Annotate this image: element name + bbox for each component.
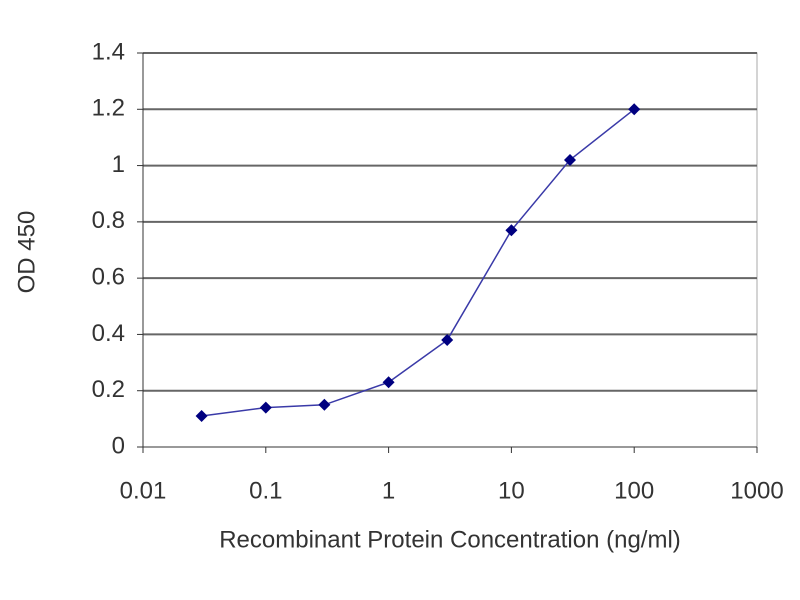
series-line	[201, 108, 635, 417]
data-point	[318, 398, 331, 411]
data-point	[563, 153, 576, 166]
x-tick-label: 100	[614, 477, 654, 504]
data-point	[628, 103, 641, 116]
data-point	[382, 376, 395, 389]
data-point	[441, 334, 454, 347]
x-tick-label: 1000	[730, 477, 783, 504]
data-point	[195, 410, 208, 423]
data-point	[505, 224, 518, 237]
y-tick-label: 0.6	[92, 263, 125, 290]
y-tick-label: 1.2	[92, 95, 125, 122]
x-tick-label: 0.1	[249, 477, 282, 504]
y-tick-label: 0.8	[92, 207, 125, 234]
y-tick-label: 0	[112, 432, 125, 459]
y-tick-label: 1	[112, 151, 125, 178]
x-tick-label: 1	[382, 477, 395, 504]
x-tick-label: 10	[498, 477, 525, 504]
y-tick-label: 0.2	[92, 376, 125, 403]
x-axis-label: Recombinant Protein Concentration (ng/ml…	[219, 526, 681, 553]
y-axis-label: OD 450	[13, 211, 40, 294]
y-tick-label: 1.4	[92, 38, 125, 65]
y-tick-label: 0.4	[92, 320, 125, 347]
data-point	[259, 401, 272, 414]
x-tick-label: 0.01	[120, 477, 167, 504]
plot-frame	[142, 52, 758, 448]
